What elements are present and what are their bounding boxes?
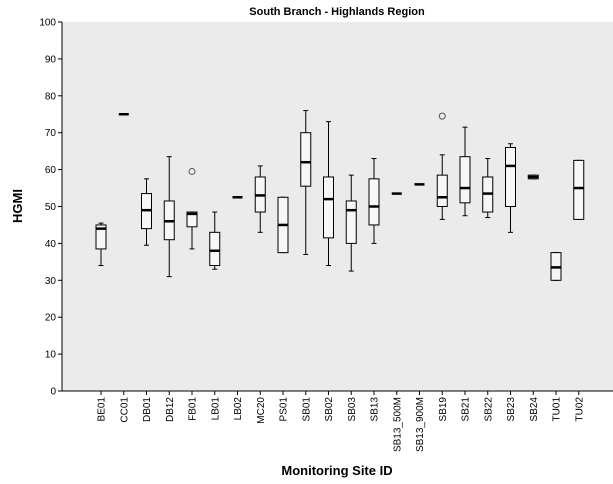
x-tick-label: SB13_900M [415,397,426,452]
y-tick-label: 40 [45,239,57,250]
x-tick-label: DB01 [142,397,153,422]
box [459,156,471,204]
box [95,224,107,250]
box [300,132,312,187]
x-tick-label: SB02 [324,397,335,422]
box [323,176,334,239]
x-tick-label: SB03 [347,397,358,422]
y-tick-label: 10 [45,350,57,361]
box [186,211,198,228]
box [345,200,357,244]
y-tick-label: 50 [45,202,57,213]
x-tick-label: SB22 [483,397,494,422]
x-tick-label: FB01 [188,397,199,421]
x-tick-label: TU02 [574,397,585,422]
y-tick-label: 60 [45,165,57,176]
box [436,174,448,207]
x-tick-label: SB19 [438,397,449,422]
chart-title: South Branch - Highlands Region [249,6,425,18]
y-tick-label: 0 [50,387,56,398]
outlier [438,112,446,120]
plot-background [62,22,613,391]
y-tick-label: 70 [45,128,57,139]
y-tick-label: 30 [45,276,57,287]
y-tick-label: 100 [39,18,56,29]
y-tick-label: 80 [45,91,57,102]
x-tick-label: BE01 [97,397,108,422]
x-tick-label: SB13 [370,397,381,422]
x-axis-label: Monitoring Site ID [281,463,392,478]
x-tick-label: PS01 [279,397,290,422]
x-tick-label: MC20 [256,397,267,424]
x-tick-label: DB12 [165,397,176,422]
box [505,146,516,208]
x-tick-label: SB01 [301,397,312,422]
x-tick-label: SB24 [529,397,540,422]
x-tick-label: LB01 [210,397,221,421]
box [368,178,380,226]
y-axis-label: HGMI [10,189,25,223]
y-tick-label: 20 [45,313,57,324]
x-tick-label: CC01 [119,397,130,423]
x-tick-label: SB23 [506,397,517,422]
x-tick-label: LB02 [233,397,244,421]
x-tick-label: SB13_500M [392,397,403,452]
box [573,159,585,220]
x-tick-label: TU01 [552,397,563,422]
y-tick-label: 90 [45,54,57,65]
box [209,231,221,267]
outlier [188,167,196,175]
x-tick-label: SB21 [461,397,472,422]
